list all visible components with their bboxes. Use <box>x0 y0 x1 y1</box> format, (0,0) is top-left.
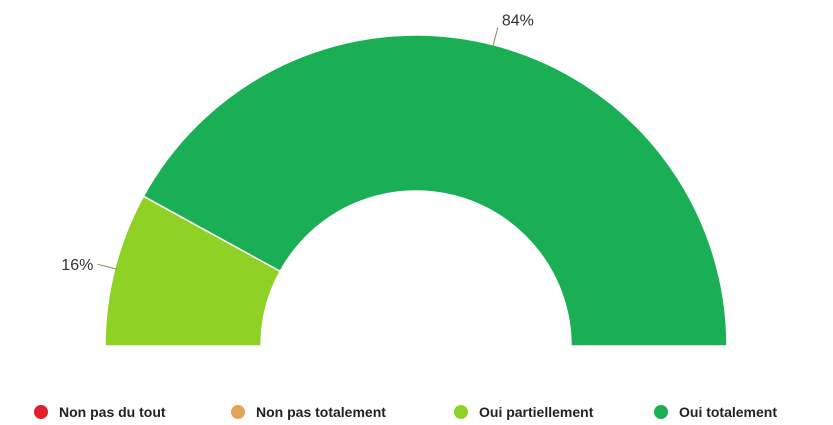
leader-line <box>492 27 499 47</box>
slice-labels: 16% 84% <box>61 12 534 274</box>
slice-label: 84% <box>502 12 534 29</box>
legend-label[interactable]: Non pas du tout <box>59 404 166 420</box>
leader-line <box>97 263 117 270</box>
legend-swatch[interactable] <box>654 405 668 419</box>
legend-label[interactable]: Non pas totalement <box>256 404 386 420</box>
chart-legend: Non pas du tout Non pas totalement Oui par… <box>34 404 777 420</box>
legend-label[interactable]: Oui totalement <box>679 404 777 420</box>
slice-label: 16% <box>61 257 93 274</box>
chart-slices <box>104 34 728 347</box>
slice-oui-totalement[interactable] <box>142 34 728 347</box>
legend-swatch[interactable] <box>231 405 245 419</box>
legend-swatch[interactable] <box>454 405 468 419</box>
legend-label[interactable]: Oui partiellement <box>479 404 594 420</box>
legend-swatch[interactable] <box>34 405 48 419</box>
